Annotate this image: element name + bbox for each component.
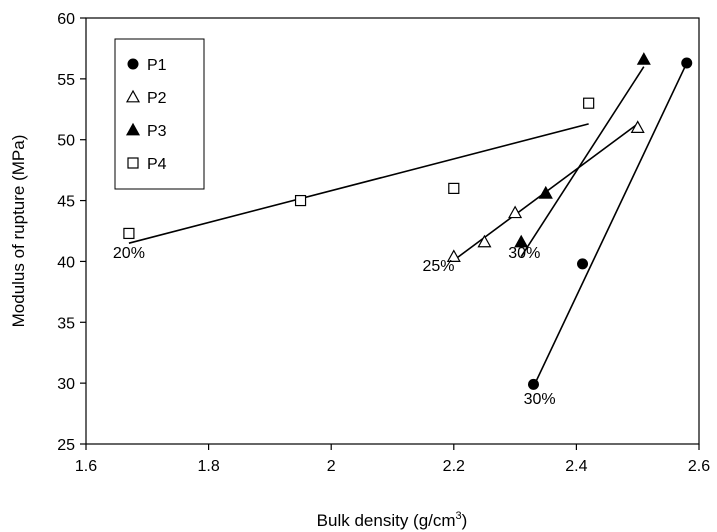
data-point-p4 [448, 182, 460, 194]
y-tick-label: 40 [57, 254, 75, 271]
x-axis-title-superscript: 3 [456, 510, 462, 522]
trendline-p3 [520, 66, 645, 257]
data-point-p4 [294, 194, 307, 207]
legend-label-p2: P2 [147, 90, 167, 107]
y-tick-label: 45 [57, 194, 75, 211]
annotation-label: 25% [422, 258, 454, 275]
x-tick-label: 1.6 [75, 458, 97, 475]
data-point-p2 [477, 234, 492, 248]
legend-label-p1: P1 [147, 57, 167, 74]
x-axis: 1.6 1.8 2 2.2 2.4 2.6 [75, 444, 710, 475]
x-tick-label: 2.6 [688, 458, 710, 475]
legend-marker-p2 [125, 89, 141, 103]
data-point-p2 [630, 120, 645, 133]
x-axis-title: Bulk density (g/cm3) [317, 510, 468, 530]
data-point-p1 [577, 258, 589, 270]
annotation-label: 30% [508, 245, 540, 262]
data-point-p2 [446, 249, 461, 262]
data-markers [123, 52, 693, 390]
x-axis-title-main: Bulk density (g/cm [317, 511, 456, 530]
legend-label-p3: P3 [147, 123, 167, 140]
data-point-p1 [681, 57, 693, 69]
y-tick-label: 35 [57, 315, 75, 332]
data-point-p4 [123, 227, 135, 240]
y-axis-title: Modulus of rupture (MPa) [9, 135, 28, 328]
annotation-label: 20% [113, 245, 145, 262]
data-point-p3 [514, 234, 529, 248]
y-tick-label: 50 [57, 133, 75, 150]
x-tick-label: 2 [327, 458, 336, 475]
data-point-p3 [636, 52, 651, 65]
x-tick-label: 2.2 [443, 458, 465, 475]
y-axis: 25 30 35 40 45 50 55 60 [57, 11, 86, 454]
y-tick-label: 30 [57, 376, 75, 393]
annotation-label: 30% [524, 391, 556, 408]
trendline-p1 [532, 62, 688, 388]
y-tick-label: 60 [57, 11, 75, 28]
data-point-p2 [508, 205, 523, 219]
legend: P1 P2 P3 P4 [114, 38, 205, 190]
data-point-p3 [538, 186, 553, 199]
x-axis-title-suffix: ) [462, 511, 468, 530]
annotations: 20% 25% 30% 30% [113, 245, 556, 408]
data-point-p1 [527, 378, 539, 390]
legend-marker-p1 [127, 58, 139, 70]
y-tick-label: 55 [57, 72, 75, 89]
y-tick-label: 25 [57, 437, 75, 454]
legend-label-p4: P4 [147, 156, 167, 173]
data-point-p4 [583, 97, 595, 109]
trendline-p4 [128, 123, 589, 244]
legend-marker-p4 [127, 157, 139, 169]
x-tick-label: 2.4 [565, 458, 587, 475]
legend-marker-p3 [125, 122, 141, 136]
x-tick-label: 1.8 [197, 458, 219, 475]
